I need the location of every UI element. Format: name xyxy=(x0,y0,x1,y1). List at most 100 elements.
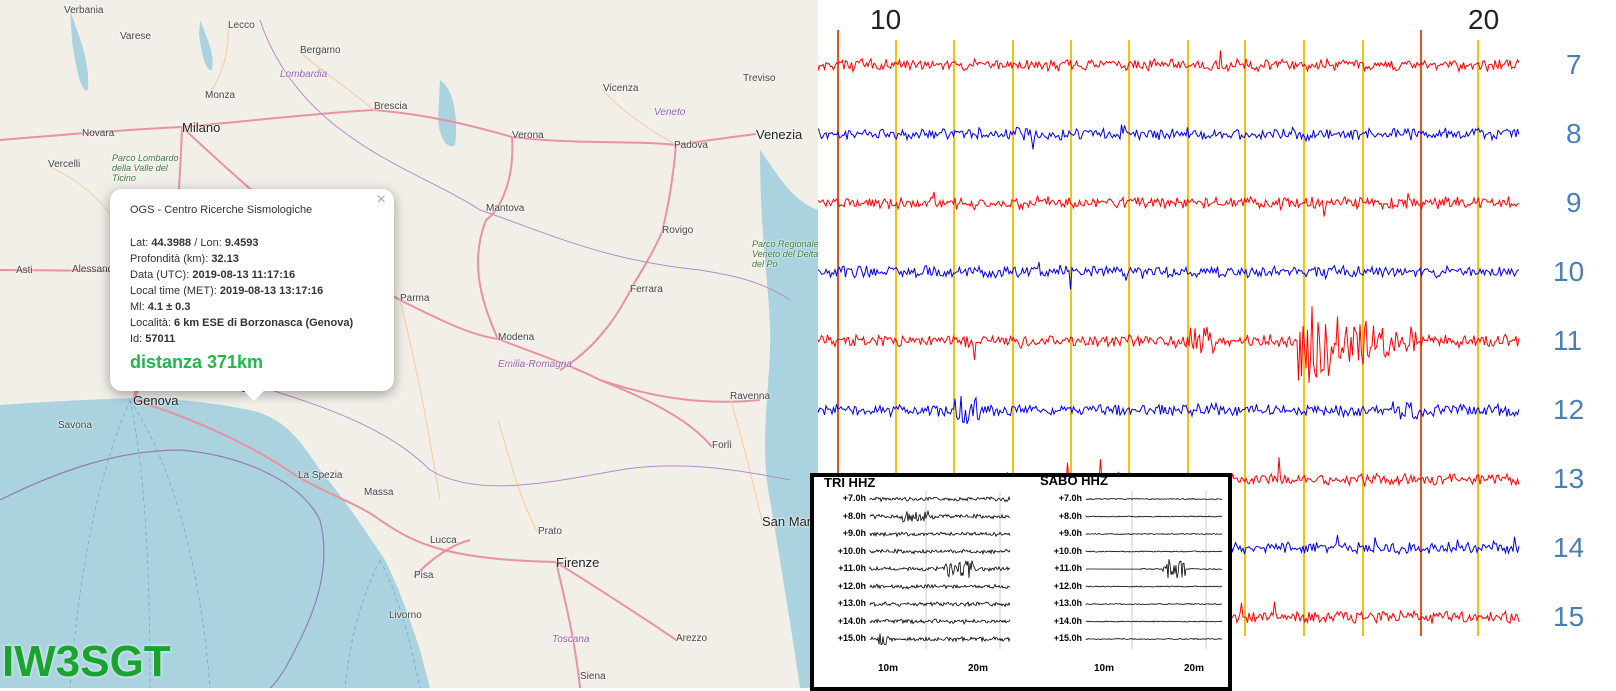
inset-axis-label: 10m xyxy=(878,663,899,674)
inset-trace xyxy=(869,548,1011,555)
map-label: Brescia xyxy=(374,101,408,112)
inset-trace xyxy=(1085,533,1222,535)
inset-hour-label: +9.0h xyxy=(1058,528,1082,538)
helicorder-row-label: 11 xyxy=(1553,325,1583,356)
inset-hour-label: +14.0h xyxy=(1053,615,1082,626)
inset-hour-label: +12.0h xyxy=(1053,580,1082,591)
popup-row: Lat: 44.3988 / Lon: 9.4593 xyxy=(130,237,259,249)
map-label: Veneto xyxy=(654,107,686,118)
inset-axis-label: 10m xyxy=(1094,663,1115,674)
map-label: Padova xyxy=(674,140,708,151)
popup-distance: distanza 371km xyxy=(130,352,264,372)
inset-trace xyxy=(1085,559,1223,579)
map-label: Massa xyxy=(364,487,394,498)
map-label: Lombardia xyxy=(280,69,328,80)
map-label: Parma xyxy=(400,293,430,304)
map-label: Novara xyxy=(82,128,115,139)
inset-hour-label: +7.0h xyxy=(1058,493,1082,503)
inset-trace xyxy=(869,618,1011,625)
inset-trace xyxy=(1085,620,1223,623)
inset-hour-label: +15.0h xyxy=(1053,633,1082,643)
helicorder-trace xyxy=(818,396,1520,424)
helicorder-row-label: 10 xyxy=(1553,256,1585,287)
map-label: Rovigo xyxy=(662,225,694,236)
inset-seismogram: TRI HHZ SABO HHZ +7.0h +7.0h +8.0h +8.0h +9.… xyxy=(810,473,1232,691)
callsign-label: IW3SGT xyxy=(2,637,171,686)
popup-row: Data (UTC): 2019-08-13 11:17:16 xyxy=(130,269,296,281)
helicorder-trace xyxy=(818,50,1520,74)
map-label: Ferrara xyxy=(630,284,663,295)
inset-trace xyxy=(1085,637,1223,641)
map-label: Emilia-Romagna xyxy=(498,359,572,370)
inset-trace xyxy=(869,509,1011,523)
inset-trace xyxy=(869,560,1011,578)
map-label: Prato xyxy=(538,526,562,537)
helicorder-row-label: 8 xyxy=(1566,118,1582,149)
inset-hour-label: +15.0h xyxy=(837,633,866,643)
helicorder-hour-label: 10 xyxy=(870,4,902,35)
map-panel[interactable]: Verbania Varese Lecco Bergamo Lombardia Monza… xyxy=(0,0,818,688)
map-label: Asti xyxy=(16,265,33,276)
popup-row: Local time (MET): 2019-08-13 13:17:16 xyxy=(130,285,324,297)
inset-hour-label: +10.0h xyxy=(1053,545,1082,556)
map-label: Lucca xyxy=(430,535,457,546)
map-label: Modena xyxy=(498,332,535,343)
map-label: Milano xyxy=(182,120,221,135)
map-label: Pisa xyxy=(414,570,434,581)
map-label: Forlì xyxy=(712,440,732,451)
inset-hour-label: +10.0h xyxy=(837,545,866,556)
helicorder-row-label: 14 xyxy=(1553,532,1585,563)
map-label: Alessandria xyxy=(72,264,125,275)
map-label: Siena xyxy=(580,671,606,682)
inset-hour-label: +8.0h xyxy=(1058,510,1082,521)
inset-right-title: SABO HHZ xyxy=(1040,473,1108,488)
park-label: Parco Regionale Veneto del Delta del Po xyxy=(752,239,818,269)
helicorder-row-label: 7 xyxy=(1566,49,1582,80)
inset-axis-label: 20m xyxy=(1184,663,1205,674)
popup-row: Profondità (km): 32.13 xyxy=(130,253,239,265)
map-label: San Marino xyxy=(762,514,818,529)
popup-row: Ml: 4.1 ± 0.3 xyxy=(130,301,191,313)
inset-trace xyxy=(1085,550,1223,553)
popup-row: Località: 6 km ESE di Borzonasca (Genova… xyxy=(130,317,354,329)
inset-hour-label: +12.0h xyxy=(837,580,866,591)
map-label: Monza xyxy=(205,90,236,101)
helicorder-row-label: 9 xyxy=(1566,187,1582,218)
close-icon[interactable]: × xyxy=(376,191,386,208)
map-label: Livorno xyxy=(389,610,422,621)
map-label: Venezia xyxy=(756,127,803,142)
inset-trace xyxy=(869,583,1011,590)
park-label: Parco Lombardo della Valle del Ticino xyxy=(112,153,179,183)
helicorder-trace xyxy=(818,191,1520,217)
inset-hour-label: +11.0h xyxy=(838,563,866,573)
helicorder-trace xyxy=(818,261,1520,290)
popup-row: Id: 57011 xyxy=(130,333,176,345)
inset-hour-label: +9.0h xyxy=(842,528,866,538)
earthquake-popup: × OGS - Centro Ricerche Sismologiche Lat… xyxy=(110,189,394,401)
inset-traces xyxy=(869,491,1223,649)
helicorder-trace xyxy=(818,124,1520,150)
inset-hour-label: +14.0h xyxy=(837,615,866,626)
inset-trace xyxy=(869,495,1011,503)
map-label: Bergamo xyxy=(300,45,341,56)
map-label: La Spezia xyxy=(298,470,343,481)
helicorder-panel: 10 20 7 8 9 10 11 12 13 14 15 TRI HHZ SABO HHZ +7.… xyxy=(810,0,1616,691)
map-base xyxy=(0,10,818,688)
map-label: Vercelli xyxy=(48,159,81,170)
map-label: Vicenza xyxy=(603,83,639,94)
helicorder-hour-label: 20 xyxy=(1468,4,1500,35)
inset-axis-label: 20m xyxy=(968,663,989,674)
popup-source: OGS - Centro Ricerche Sismologiche xyxy=(130,204,313,216)
inset-trace xyxy=(1085,585,1223,588)
inset-hour-label: +7.0h xyxy=(842,493,866,503)
inset-trace xyxy=(869,601,1011,608)
map-label: Mantova xyxy=(486,203,525,214)
map-label: Lecco xyxy=(228,20,255,31)
inset-trace xyxy=(869,531,1011,538)
inset-hour-label: +13.0h xyxy=(837,598,866,608)
map-label: Savona xyxy=(58,420,92,431)
inset-trace xyxy=(1085,497,1223,501)
helicorder-row-label: 15 xyxy=(1553,601,1585,632)
inset-hour-label: +11.0h xyxy=(1054,563,1082,573)
popup-details: Lat: 44.3988 / Lon: 9.4593 Profondità (km… xyxy=(130,235,353,347)
